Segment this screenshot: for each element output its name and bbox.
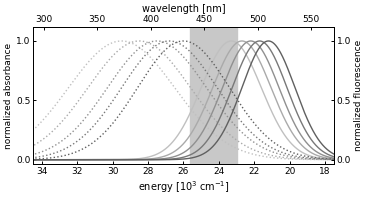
X-axis label: wavelength [nm]: wavelength [nm] [142,4,225,14]
X-axis label: energy [10$^3$ cm$^{-1}$]: energy [10$^3$ cm$^{-1}$] [138,179,229,195]
Y-axis label: normalized fluorescence: normalized fluorescence [354,40,363,151]
Y-axis label: normalized absorbance: normalized absorbance [4,43,13,149]
Bar [190,27,237,165]
